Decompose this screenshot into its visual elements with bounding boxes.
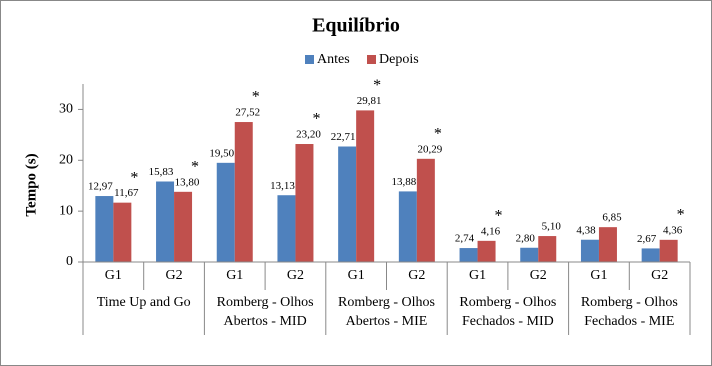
value-label: 29,81 <box>357 95 382 107</box>
group-label: Abertos - MID <box>223 314 306 329</box>
bar <box>174 191 193 262</box>
significance-marker: * <box>434 125 442 142</box>
value-label: 23,20 <box>296 129 321 141</box>
value-label: 27,52 <box>235 107 260 119</box>
group-label: Romberg - Olhos <box>459 295 556 310</box>
bar <box>156 181 175 262</box>
bar <box>95 196 114 262</box>
x-tick-label: G2 <box>530 268 547 283</box>
group-label: Romberg - Olhos <box>338 295 435 310</box>
bar <box>277 195 296 262</box>
x-tick-label: G1 <box>590 268 607 283</box>
bar <box>520 247 539 262</box>
value-label: 11,67 <box>114 187 139 199</box>
value-label: 2,74 <box>455 233 475 245</box>
value-label: 13,88 <box>391 176 416 188</box>
value-label: 15,83 <box>149 166 174 178</box>
x-tick-label: G1 <box>105 268 122 283</box>
value-label: 2,67 <box>637 233 657 245</box>
value-label: 13,80 <box>175 176 200 188</box>
significance-marker: * <box>252 89 260 106</box>
legend-swatch <box>367 55 376 64</box>
bar <box>416 158 435 262</box>
bar <box>216 162 235 262</box>
legend-label: Antes <box>317 52 350 67</box>
bar <box>234 122 253 263</box>
y-tick-label: 20 <box>59 153 73 168</box>
y-tick-label: 10 <box>59 203 73 218</box>
y-tick-label: 0 <box>66 254 73 269</box>
bar <box>398 191 417 262</box>
x-tick-label: G2 <box>287 268 304 283</box>
bar <box>659 239 678 262</box>
x-tick-label: G1 <box>226 268 243 283</box>
chart-title: Equilíbrio <box>312 15 400 37</box>
value-label: 19,50 <box>209 147 234 159</box>
significance-marker: * <box>191 158 199 175</box>
value-label: 6,85 <box>602 212 622 224</box>
bar <box>113 202 132 262</box>
y-tick-label: 30 <box>59 102 73 117</box>
bar <box>295 144 314 262</box>
group-label: Romberg - Olhos <box>581 295 678 310</box>
x-tick-label: G2 <box>408 268 425 283</box>
y-axis-label: Tempo (s) <box>23 153 39 216</box>
group-label: Time Up and Go <box>97 295 191 310</box>
significance-marker: * <box>677 206 685 223</box>
bar <box>459 248 478 262</box>
bar <box>538 236 557 262</box>
significance-marker: * <box>130 169 138 186</box>
bar <box>338 146 357 262</box>
legend-label: Depois <box>379 52 419 67</box>
bar <box>598 227 617 262</box>
x-tick-label: G1 <box>469 268 486 283</box>
significance-marker: * <box>373 77 381 94</box>
value-label: 20,29 <box>417 143 442 155</box>
value-label: 4,16 <box>481 225 501 237</box>
bar <box>477 240 496 262</box>
value-label: 13,13 <box>270 180 295 192</box>
bar <box>580 239 599 262</box>
group-label: Fechados - MIE <box>584 314 674 329</box>
group-label: Romberg - Olhos <box>217 295 314 310</box>
significance-marker: * <box>495 208 503 225</box>
bar <box>356 110 375 262</box>
x-tick-label: G2 <box>165 268 182 283</box>
value-label: 12,97 <box>88 181 113 193</box>
value-label: 5,10 <box>542 221 562 233</box>
significance-marker: * <box>312 111 320 128</box>
group-label: Abertos - MIE <box>346 314 428 329</box>
group-label: Fechados - MID <box>462 314 554 329</box>
x-tick-label: G1 <box>348 268 365 283</box>
x-tick-label: G2 <box>651 268 668 283</box>
legend-swatch <box>305 55 314 64</box>
value-label: 2,80 <box>516 232 536 244</box>
bar <box>641 248 660 262</box>
value-label: 4,38 <box>576 224 596 236</box>
value-label: 4,36 <box>663 224 683 236</box>
value-label: 22,71 <box>331 131 356 143</box>
